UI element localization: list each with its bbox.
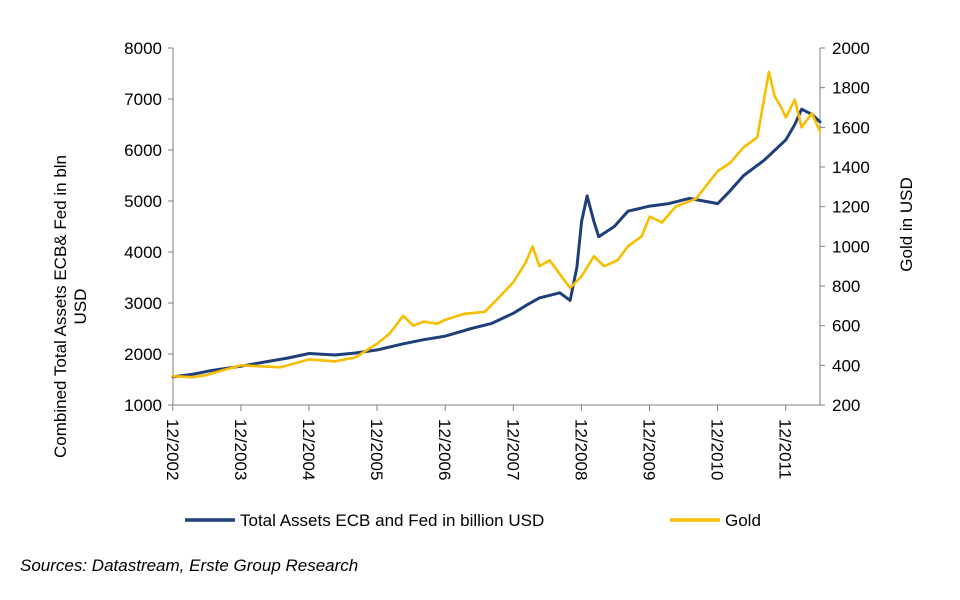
x-tick-label: 12/2008 [571, 419, 590, 480]
right-tick-label: 200 [832, 396, 860, 415]
series-gold-line [171, 70, 822, 379]
legend: Total Assets ECB and Fed in billion USD G… [185, 511, 761, 530]
left-axis-title: Combined Total Assets ECB& Fed in blnUSD [51, 155, 90, 458]
left-tick-label: 7000 [124, 90, 162, 109]
left-tick-label: 6000 [124, 141, 162, 160]
axes-layer [168, 47, 825, 411]
left-tick-label: 4000 [124, 243, 162, 262]
x-tick-label: 12/2009 [640, 419, 659, 480]
x-tick-label: 12/2003 [231, 419, 250, 480]
right-tick-label: 1600 [832, 118, 870, 137]
left-tick-label: 3000 [124, 294, 162, 313]
right-tick-label: 1200 [832, 198, 870, 217]
x-tick-label: 12/2002 [163, 419, 182, 480]
labels-layer: 1000 2000 3000 4000 5000 6000 7000 8000 200 400 60… [51, 39, 916, 480]
series-layer [171, 70, 822, 379]
right-tick-label: 1800 [832, 79, 870, 98]
left-tick-label: 8000 [124, 39, 162, 58]
x-tick-label: 12/2005 [367, 419, 386, 480]
left-tick-label: 1000 [124, 396, 162, 415]
right-tick-label: 2000 [832, 39, 870, 58]
left-tick-label: 2000 [124, 345, 162, 364]
x-tick-label: 12/2006 [435, 419, 454, 480]
legend-label-gold: Gold [725, 511, 761, 530]
right-tick-label: 800 [832, 277, 860, 296]
legend-label-total-assets: Total Assets ECB and Fed in billion USD [240, 511, 544, 530]
x-tick-label: 12/2011 [776, 419, 795, 479]
source-note: Sources: Datastream, Erste Group Researc… [20, 556, 359, 575]
x-tick-label: 12/2007 [503, 419, 522, 480]
left-axis-title-line: USD [71, 289, 90, 325]
right-tick-label: 400 [832, 356, 860, 375]
x-tick-label: 12/2010 [708, 419, 727, 480]
right-tick-label: 1400 [832, 158, 870, 177]
right-tick-label: 600 [832, 317, 860, 336]
right-axis-title: Gold in USD [897, 177, 916, 271]
right-tick-label: 1000 [832, 237, 870, 256]
left-axis-title-line: Combined Total Assets ECB& Fed in bln [51, 155, 70, 458]
x-tick-label: 12/2004 [299, 419, 318, 480]
left-tick-label: 5000 [124, 192, 162, 211]
series-total-assets-line [171, 107, 822, 379]
